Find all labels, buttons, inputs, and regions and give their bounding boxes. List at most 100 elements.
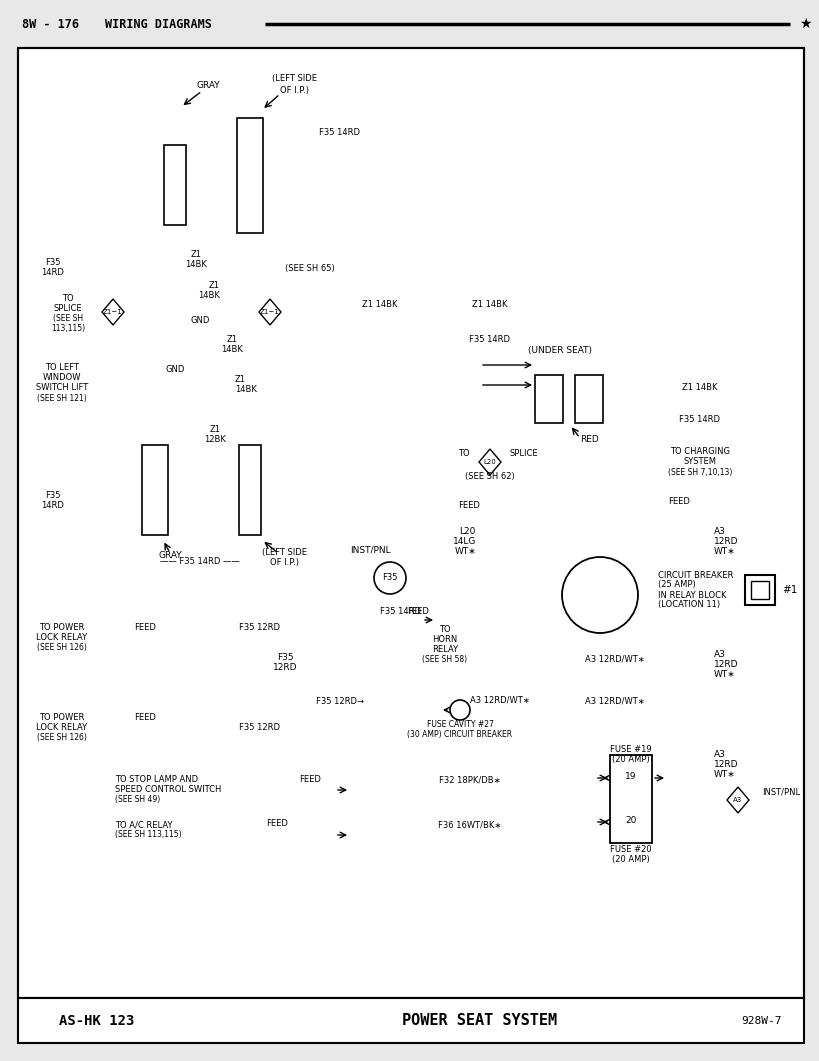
Text: FEED: FEED: [299, 776, 320, 784]
Text: F32 18PK/DB∗: F32 18PK/DB∗: [439, 776, 500, 784]
Text: GRAY: GRAY: [196, 81, 219, 89]
Text: (SEE SH 121): (SEE SH 121): [37, 394, 87, 402]
Polygon shape: [478, 449, 500, 475]
Bar: [18, 998, 803, 1043]
Text: WINDOW: WINDOW: [43, 373, 81, 383]
Text: LOCK RELAY: LOCK RELAY: [36, 633, 88, 643]
Text: Z1 14BK: Z1 14BK: [472, 299, 507, 309]
Text: RELAY: RELAY: [432, 645, 458, 655]
Text: WT∗: WT∗: [713, 547, 735, 557]
Text: GND: GND: [190, 315, 210, 325]
Circle shape: [367, 725, 373, 731]
Text: ★: ★: [798, 17, 810, 31]
Text: 14BK: 14BK: [235, 385, 256, 395]
Bar: [609, 755, 651, 843]
Text: TO POWER: TO POWER: [39, 624, 84, 632]
Text: OF I.P.): OF I.P.): [280, 86, 309, 94]
Text: F35 12RD: F35 12RD: [239, 724, 280, 732]
Text: Z1: Z1: [209, 425, 220, 435]
Text: CIRCUIT BREAKER: CIRCUIT BREAKER: [657, 571, 732, 579]
Bar: [18, 48, 803, 998]
Text: TO A/C RELAY: TO A/C RELAY: [115, 820, 172, 830]
Text: (20 AMP): (20 AMP): [611, 755, 649, 765]
Bar: [750, 581, 768, 599]
Text: (LOCATION 11): (LOCATION 11): [657, 601, 719, 609]
Text: F35 12RD: F35 12RD: [239, 624, 280, 632]
Text: 20: 20: [625, 817, 636, 825]
Text: OF I.P.): OF I.P.): [270, 558, 299, 568]
Text: 12BK: 12BK: [204, 435, 226, 445]
Bar: [18, 48, 803, 998]
Bar: [18, 48, 803, 998]
Text: 14RD: 14RD: [42, 267, 65, 277]
Circle shape: [756, 587, 762, 593]
Text: SPEED CONTROL SWITCH: SPEED CONTROL SWITCH: [115, 785, 221, 795]
Text: F36 16WT/BK∗: F36 16WT/BK∗: [438, 820, 501, 830]
Text: (SEE SH 126): (SEE SH 126): [37, 644, 87, 653]
Text: HORN: HORN: [432, 636, 457, 644]
Text: (SEE SH 62): (SEE SH 62): [464, 471, 514, 481]
Text: (SEE SH 58): (SEE SH 58): [422, 656, 467, 664]
Text: FUSE #20: FUSE #20: [609, 846, 651, 854]
Circle shape: [456, 715, 463, 721]
Text: Z1: Z1: [235, 376, 246, 384]
Text: Z1−1: Z1−1: [103, 309, 123, 315]
Text: (SEE SH 49): (SEE SH 49): [115, 796, 160, 804]
Text: WT∗: WT∗: [454, 547, 475, 557]
Text: SYSTEM: SYSTEM: [683, 457, 716, 467]
Polygon shape: [726, 787, 748, 813]
Bar: [744, 575, 774, 605]
Text: FEED: FEED: [265, 819, 287, 829]
Text: Z1 14BK: Z1 14BK: [362, 299, 397, 309]
Text: F35: F35: [276, 654, 293, 662]
Text: TO POWER: TO POWER: [39, 713, 84, 723]
Bar: [142, 445, 168, 535]
Text: (30 AMP) CIRCUIT BREAKER: (30 AMP) CIRCUIT BREAKER: [407, 731, 512, 740]
Text: Z1 14BK: Z1 14BK: [681, 383, 717, 392]
Text: 14BK: 14BK: [221, 346, 242, 354]
Text: TO STOP LAMP AND: TO STOP LAMP AND: [115, 776, 198, 784]
Text: 19: 19: [624, 772, 636, 782]
Text: Z1: Z1: [190, 249, 201, 259]
Text: F35: F35: [45, 258, 61, 266]
Text: INST/PNL: INST/PNL: [349, 545, 390, 555]
Circle shape: [215, 308, 224, 316]
Text: (SEE SH 65): (SEE SH 65): [285, 263, 334, 273]
Text: (25 AMP): (25 AMP): [657, 580, 695, 590]
Text: TO: TO: [62, 294, 74, 302]
Text: IN RELAY BLOCK: IN RELAY BLOCK: [657, 591, 726, 599]
Text: 12RD: 12RD: [273, 663, 296, 673]
Text: FUSE CAVITY #27: FUSE CAVITY #27: [426, 720, 493, 730]
Text: 113,115): 113,115): [51, 324, 85, 332]
Text: TO LEFT: TO LEFT: [45, 364, 79, 372]
Text: (SEE SH 113,115): (SEE SH 113,115): [115, 831, 181, 839]
Circle shape: [365, 616, 373, 624]
Text: GRAY: GRAY: [158, 551, 182, 559]
Text: F35 14RD: F35 14RD: [469, 335, 510, 345]
Text: (LEFT SIDE: (LEFT SIDE: [262, 549, 307, 557]
Circle shape: [595, 606, 604, 614]
Text: F35 14RD: F35 14RD: [319, 127, 360, 137]
Text: #1: #1: [781, 585, 796, 595]
Text: F35: F35: [382, 574, 397, 582]
Text: LOCK RELAY: LOCK RELAY: [36, 724, 88, 732]
Text: A3: A3: [732, 797, 742, 803]
Text: WIRING DIAGRAMS: WIRING DIAGRAMS: [105, 17, 211, 31]
Text: WT∗: WT∗: [713, 671, 735, 679]
Text: FEED: FEED: [133, 713, 156, 723]
Text: F35: F35: [45, 490, 61, 500]
Text: 12RD: 12RD: [713, 661, 738, 669]
Text: F35 12RD→: F35 12RD→: [315, 697, 364, 707]
Circle shape: [373, 562, 405, 594]
Text: TO: TO: [439, 626, 450, 634]
Text: A3: A3: [713, 527, 725, 537]
Text: Z1−1: Z1−1: [260, 309, 279, 315]
Text: A3 12RD/WT∗: A3 12RD/WT∗: [469, 696, 529, 705]
Text: SWITCH LIFT: SWITCH LIFT: [36, 383, 88, 393]
Text: RED: RED: [580, 435, 599, 445]
Text: POWER SEAT SYSTEM: POWER SEAT SYSTEM: [402, 1013, 557, 1028]
Text: L20: L20: [459, 527, 475, 537]
Text: WT∗: WT∗: [713, 770, 735, 780]
Text: FEED: FEED: [133, 624, 156, 632]
Text: GND: GND: [165, 365, 184, 375]
